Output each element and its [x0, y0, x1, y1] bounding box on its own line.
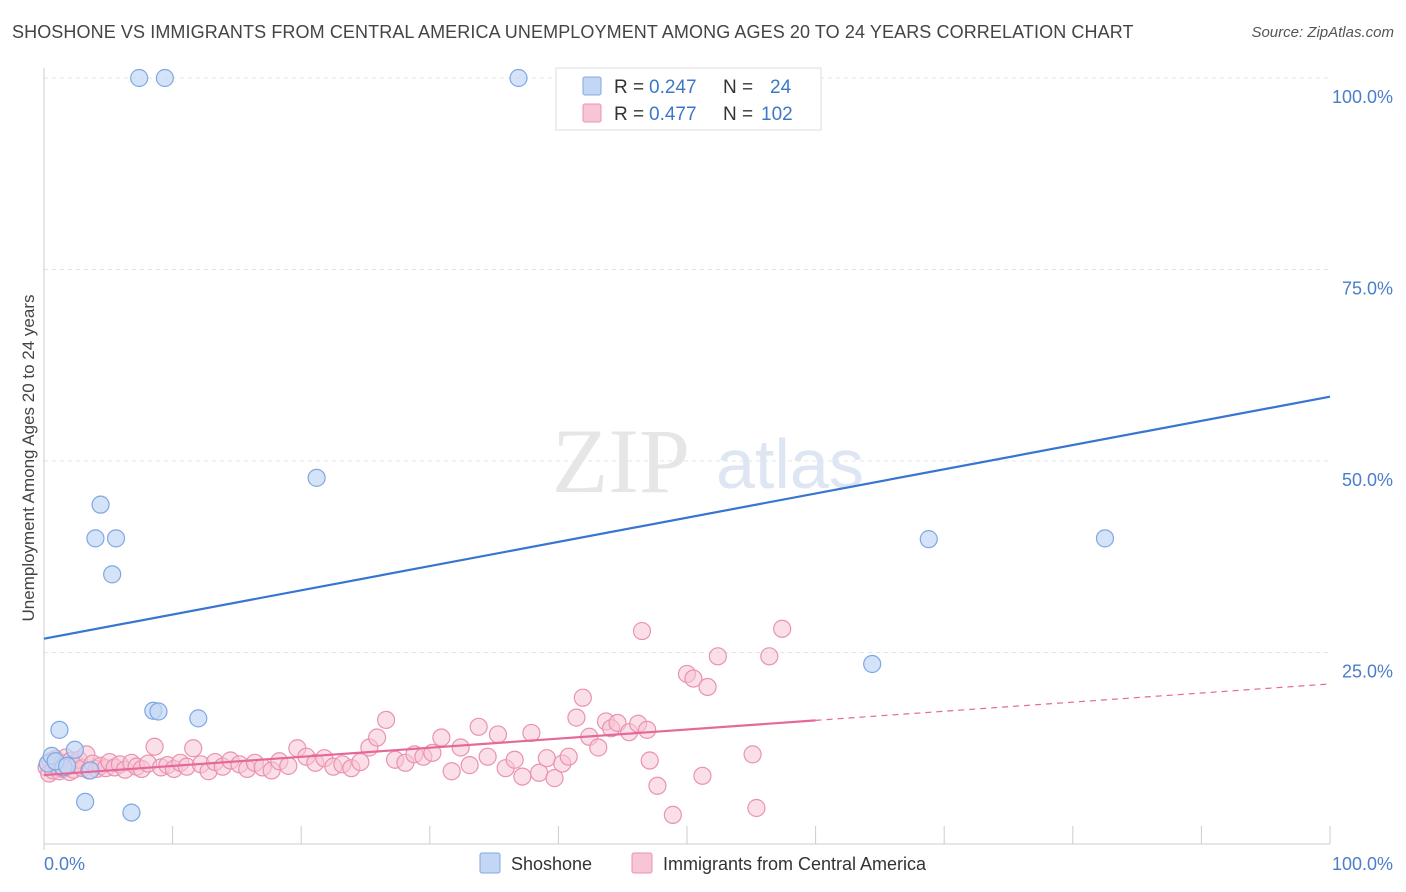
point-immigrants-76 [522, 723, 541, 743]
y-tick-label-1: 50.0% [1342, 470, 1393, 490]
point-immigrants-60 [376, 710, 396, 730]
point-immigrants-37 [184, 739, 203, 758]
point-immigrants-68 [451, 738, 470, 757]
legend: R = 0.247 N = 24 R = 0.477 N = 102 [555, 67, 822, 131]
x-tick-label-1: 100.0% [1332, 854, 1393, 874]
y-tick-label-3: 100.0% [1332, 87, 1393, 107]
point-shoshone-17 [307, 468, 326, 487]
point-immigrants-82 [567, 708, 586, 727]
bottom-legend-swatch-shoshone [479, 852, 501, 874]
point-immigrants-49 [279, 756, 298, 775]
point-shoshone-4 [65, 740, 84, 759]
point-immigrants-57 [351, 752, 370, 772]
bottom-legend-shoshone: Shoshone [511, 854, 592, 874]
point-immigrants-31 [145, 737, 164, 756]
point-immigrants-103 [760, 647, 779, 666]
point-shoshone-2 [50, 720, 69, 739]
point-immigrants-70 [469, 717, 488, 736]
point-immigrants-97 [684, 669, 703, 688]
point-shoshone-9 [106, 529, 126, 548]
watermark-atlas: atlas [716, 425, 864, 503]
point-shoshone-12 [130, 68, 149, 88]
point-immigrants-79 [545, 769, 564, 788]
point-shoshone-8 [86, 529, 105, 548]
x-tick-labels: 0.0% 100.0% [44, 854, 1393, 874]
legend-n-label-1: N = [723, 77, 753, 98]
legend-r-label-2: R = [614, 104, 644, 125]
trend-shoshone [43, 395, 1331, 640]
legend-r-label-1: R = [614, 77, 644, 98]
point-shoshone-10 [103, 565, 122, 584]
point-shoshone-21 [1095, 529, 1115, 548]
legend-r-value-2: 0.477 [649, 104, 697, 125]
point-immigrants-78 [537, 749, 556, 768]
legend-swatch-immigrants [582, 103, 602, 123]
point-shoshone-20 [919, 530, 938, 549]
point-immigrants-59 [367, 728, 387, 747]
point-shoshone-18 [509, 68, 528, 88]
point-immigrants-104 [773, 619, 792, 638]
point-shoshone-11 [122, 803, 141, 822]
axes [43, 68, 1331, 850]
point-immigrants-92 [632, 621, 652, 641]
bottom-legend: Shoshone Immigrants from Central America [479, 852, 927, 874]
point-immigrants-99 [693, 766, 712, 785]
point-immigrants-101 [743, 745, 762, 764]
point-immigrants-69 [460, 756, 479, 775]
point-immigrants-98 [698, 677, 717, 697]
point-immigrants-102 [747, 798, 766, 818]
trend-immigrants-solid [43, 719, 816, 777]
point-immigrants-67 [442, 762, 461, 781]
y-tick-labels: 25.0% 50.0% 75.0% 100.0% [1332, 87, 1393, 682]
point-shoshone-7 [91, 495, 110, 514]
point-shoshone-15 [149, 702, 168, 721]
x-tick-label-0: 0.0% [44, 854, 85, 874]
point-immigrants-91 [638, 720, 657, 739]
legend-swatch-shoshone [582, 76, 602, 96]
point-immigrants-66 [432, 728, 451, 747]
point-shoshone-19 [863, 654, 882, 674]
point-shoshone-5 [76, 792, 95, 811]
y-tick-label-0: 25.0% [1342, 662, 1393, 682]
y-axis-label: Unemployment Among Ages 20 to 24 years [19, 295, 38, 622]
point-immigrants-74 [505, 750, 524, 769]
gridlines [44, 77, 1330, 653]
trend-immigrants-dashed [815, 683, 1331, 721]
legend-n-value-2: 102 [761, 104, 793, 125]
point-immigrants-83 [573, 688, 592, 707]
point-shoshone-23 [58, 756, 77, 775]
source-label: Source: ZipAtlas.com [1251, 24, 1394, 41]
point-immigrants-72 [488, 725, 508, 744]
point-immigrants-75 [513, 767, 532, 786]
point-immigrants-93 [640, 751, 659, 770]
legend-r-value-1: 0.247 [649, 77, 697, 98]
series-shoshone-points [38, 68, 1115, 822]
point-immigrants-85 [589, 738, 608, 757]
series-immigrants-points [37, 619, 792, 824]
watermark-zip: ZIP [552, 410, 690, 512]
point-immigrants-95 [663, 805, 682, 824]
y-tick-label-2: 75.0% [1342, 279, 1393, 299]
point-shoshone-13 [155, 68, 174, 88]
point-immigrants-71 [478, 747, 497, 766]
trend-lines [43, 395, 1331, 777]
legend-n-label-2: N = [723, 104, 753, 125]
bottom-legend-swatch-immigrants [631, 852, 653, 874]
bottom-legend-immigrants: Immigrants from Central America [663, 854, 927, 874]
point-shoshone-16 [189, 709, 208, 728]
chart-title: SHOSHONE VS IMMIGRANTS FROM CENTRAL AMER… [12, 22, 1134, 42]
point-immigrants-81 [559, 747, 578, 766]
point-immigrants-94 [648, 776, 667, 795]
watermark: ZIP atlas [552, 410, 864, 512]
legend-n-value-1: 24 [770, 77, 792, 98]
point-immigrants-100 [708, 647, 727, 666]
